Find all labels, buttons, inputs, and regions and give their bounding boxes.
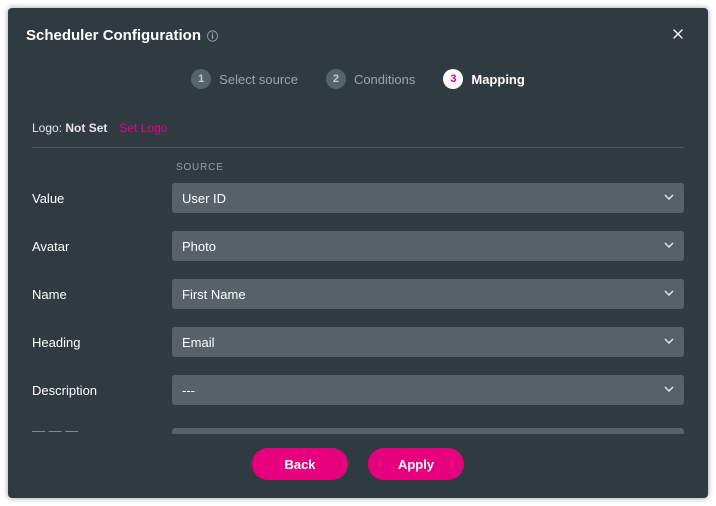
source-select-value[interactable]: User ID (172, 183, 684, 213)
mapping-row-cutoff: — — — (32, 423, 684, 434)
source-select-heading[interactable]: Email (172, 327, 684, 357)
select-display: --- (172, 375, 684, 405)
info-icon[interactable]: ⓘ (207, 28, 218, 44)
select-display: First Name (172, 279, 684, 309)
step-mapping[interactable]: 3 Mapping (443, 69, 524, 89)
mapping-row-value: Value User ID (32, 183, 684, 213)
back-button[interactable]: Back (252, 448, 348, 480)
step-label: Mapping (471, 72, 524, 87)
close-button[interactable] (666, 22, 690, 49)
step-label: Conditions (354, 72, 415, 87)
source-select-avatar[interactable]: Photo (172, 231, 684, 261)
column-header-source: SOURCE (172, 158, 684, 183)
mapping-row-description: Description --- (32, 375, 684, 405)
apply-button[interactable]: Apply (368, 448, 464, 480)
logo-status: Logo: Not Set (32, 121, 107, 135)
source-select-description[interactable]: --- (172, 375, 684, 405)
field-label: Name (32, 287, 172, 302)
modal-title: Scheduler Configuration ⓘ (26, 27, 218, 44)
select-display: User ID (172, 183, 684, 213)
step-number: 3 (443, 69, 463, 89)
step-select-source[interactable]: 1 Select source (191, 69, 298, 89)
field-label: Value (32, 191, 172, 206)
mapping-header-row: SOURCE (32, 158, 684, 183)
select-display: Photo (172, 231, 684, 261)
mapping-row-name: Name First Name (32, 279, 684, 309)
mapping-row-heading: Heading Email (32, 327, 684, 357)
step-number: 2 (326, 69, 346, 89)
modal-header: Scheduler Configuration ⓘ (8, 8, 708, 69)
source-select-name[interactable]: First Name (172, 279, 684, 309)
step-number: 1 (191, 69, 211, 89)
set-logo-link[interactable]: Set Logo (119, 121, 167, 135)
step-conditions[interactable]: 2 Conditions (326, 69, 415, 89)
select-display: Email (172, 327, 684, 357)
stepper: 1 Select source 2 Conditions 3 Mapping (8, 69, 708, 115)
logo-row: Logo: Not Set Set Logo (32, 115, 684, 147)
field-label: Description (32, 383, 172, 398)
field-label-cutoff: — — — (32, 423, 172, 434)
modal-footer: Back Apply (8, 434, 708, 498)
mapping-row-avatar: Avatar Photo (32, 231, 684, 261)
step-label: Select source (219, 72, 298, 87)
select-cutoff-bar (172, 428, 684, 434)
field-label: Heading (32, 335, 172, 350)
scheduler-config-modal: Scheduler Configuration ⓘ 1 Select sourc… (8, 8, 708, 498)
divider (32, 147, 684, 148)
modal-body: Logo: Not Set Set Logo SOURCE Value User… (8, 115, 708, 434)
close-icon (670, 26, 686, 42)
field-label: Avatar (32, 239, 172, 254)
modal-title-text: Scheduler Configuration (26, 27, 201, 44)
